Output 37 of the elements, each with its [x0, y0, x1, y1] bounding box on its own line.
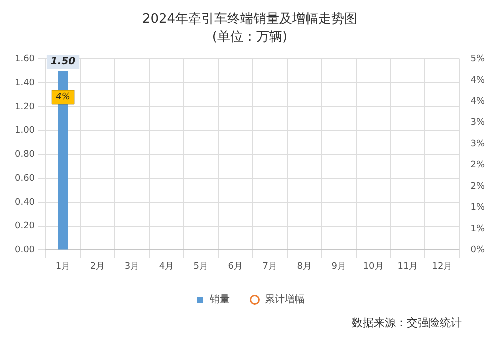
- y2-tick-label: 1%: [470, 203, 486, 214]
- x-tick-label: 5月: [194, 262, 209, 272]
- data-label: 1.50: [50, 56, 76, 68]
- legend-label: 累计增幅: [265, 294, 305, 306]
- text: 0.60: [14, 174, 36, 184]
- y2-tick-label: 2%: [470, 160, 486, 171]
- text: 0.20: [14, 222, 36, 232]
- chart-subtitle: (单位：万辆): [212, 30, 288, 45]
- text: 1.40: [14, 78, 36, 88]
- text: 0.40: [14, 198, 36, 208]
- source-note: 数据来源：交强险统计: [352, 316, 462, 330]
- x-tick-label: 4月: [159, 262, 174, 272]
- x-tick-label: 1月: [56, 262, 71, 272]
- legend-label: 销量: [209, 294, 230, 306]
- text: 0.00: [14, 246, 36, 256]
- x-tick-label: 2月: [90, 262, 106, 272]
- x-tick-label: 12月: [432, 262, 453, 272]
- y2-tick-label: 4%: [470, 76, 486, 86]
- text: 1.20: [14, 102, 36, 112]
- x-tick-label: 9月: [332, 262, 346, 272]
- y2-tick-label: 1%: [470, 224, 486, 234]
- text: 0.80: [14, 150, 36, 160]
- y2-tick-label: 5%: [470, 54, 486, 65]
- x-tick-label: 3月: [124, 262, 140, 272]
- y2-tick-label: 3%: [470, 118, 486, 128]
- y2-tick-label: 4%: [470, 96, 486, 107]
- text: 1.60: [14, 54, 36, 65]
- text: 1.00: [14, 126, 36, 136]
- x-tick-label: 6月: [228, 262, 244, 272]
- x-tick-label: 11月: [398, 262, 418, 272]
- x-tick-label: 7月: [262, 262, 278, 272]
- y2-tick-label: 3%: [470, 139, 486, 150]
- y2-tick-label: 2%: [470, 182, 486, 192]
- y2-tick-label: 0%: [470, 246, 486, 256]
- x-tick-label: 8月: [297, 262, 312, 272]
- x-tick-label: 10月: [363, 262, 384, 272]
- chart-title: 2024年牵引车终端销量及增幅走势图: [142, 12, 358, 28]
